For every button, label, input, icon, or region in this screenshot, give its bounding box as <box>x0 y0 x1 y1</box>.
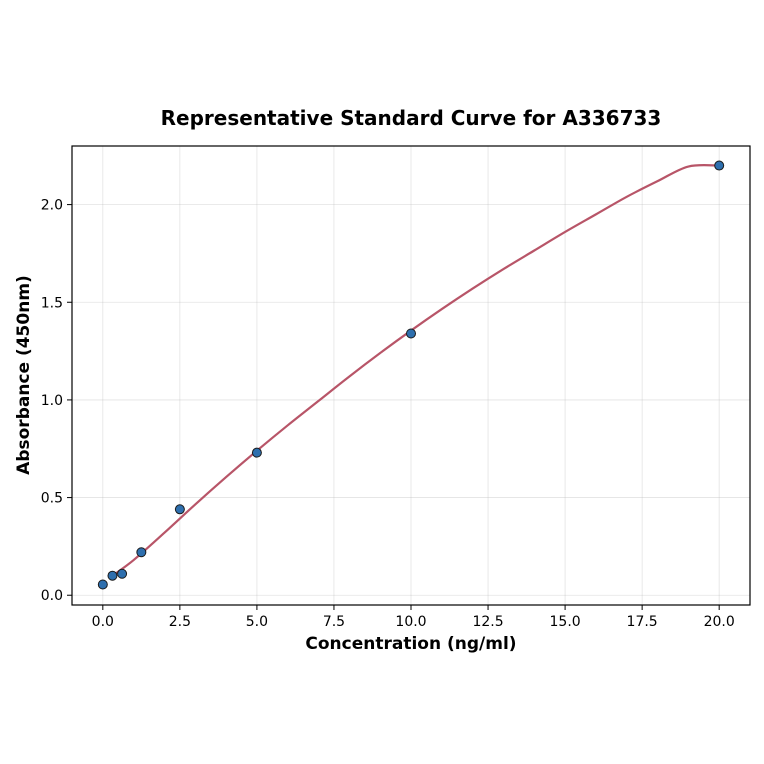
x-tick-label: 17.5 <box>627 614 658 630</box>
data-point <box>117 568 128 579</box>
data-point <box>136 547 147 558</box>
x-tick-label: 2.5 <box>169 614 191 630</box>
x-axis-label: Concentration (ng/ml) <box>305 634 516 654</box>
plot-area-frame <box>71 145 751 606</box>
chart-title: Representative Standard Curve for A33673… <box>161 106 662 130</box>
x-tick-label: 12.5 <box>472 614 503 630</box>
data-point <box>107 570 118 581</box>
x-tick-label: 10.0 <box>395 614 426 630</box>
y-axis-label: Absorbance (450nm) <box>14 275 34 475</box>
x-tick-label: 5.0 <box>246 614 268 630</box>
y-tick-label: 1.0 <box>41 393 63 409</box>
y-tick-label: 0.0 <box>41 588 63 604</box>
fit-curve-line <box>111 163 720 577</box>
x-tick-label: 7.5 <box>323 614 345 630</box>
x-tick-label: 20.0 <box>704 614 735 630</box>
data-point <box>174 504 185 515</box>
x-axis-ticks: 0.0 2.5 5.0 7.5 10.0 12.5 15.0 17.5 20.0 <box>92 605 735 630</box>
data-point <box>97 579 108 590</box>
data-point <box>714 160 725 171</box>
y-tick-label: 2.0 <box>41 198 63 214</box>
data-point <box>406 328 416 339</box>
y-tick-label: 0.5 <box>41 491 63 507</box>
data-points <box>97 160 725 590</box>
y-tick-label: 1.5 <box>41 295 63 311</box>
data-point <box>251 447 262 458</box>
y-axis-ticks: 0.0 0.5 1.0 1.5 2.0 <box>41 198 72 604</box>
x-tick-label: 0.0 <box>92 614 114 630</box>
grid-lines <box>72 146 750 605</box>
x-tick-label: 15.0 <box>550 614 581 630</box>
